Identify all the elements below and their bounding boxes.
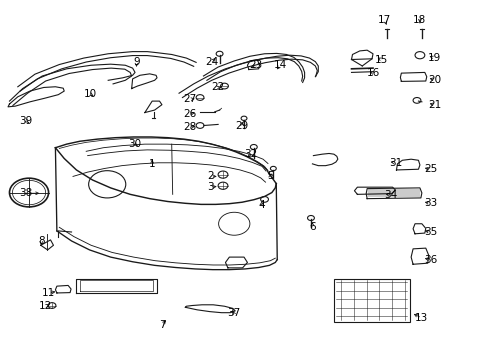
Text: 11: 11 <box>42 288 55 298</box>
Text: 33: 33 <box>424 198 437 208</box>
Text: 17: 17 <box>378 15 392 25</box>
Text: 20: 20 <box>428 75 441 85</box>
Text: 37: 37 <box>227 309 241 318</box>
Text: 36: 36 <box>424 255 437 265</box>
Text: 31: 31 <box>389 158 402 168</box>
Text: 2: 2 <box>207 171 214 181</box>
Text: 13: 13 <box>415 313 428 323</box>
Text: 16: 16 <box>367 68 380 78</box>
Text: 5: 5 <box>267 171 274 181</box>
Text: 38: 38 <box>20 188 33 198</box>
Text: 7: 7 <box>159 320 165 330</box>
Text: 23: 23 <box>249 60 263 70</box>
Text: 30: 30 <box>128 139 142 149</box>
Text: 8: 8 <box>38 236 45 246</box>
FancyBboxPatch shape <box>334 279 410 321</box>
Text: 6: 6 <box>309 222 316 231</box>
Text: 25: 25 <box>424 164 437 174</box>
Text: 21: 21 <box>428 100 441 110</box>
Text: 10: 10 <box>84 89 97 99</box>
Text: 35: 35 <box>424 227 437 237</box>
Text: 29: 29 <box>235 121 249 131</box>
Text: 24: 24 <box>205 57 219 67</box>
Text: 39: 39 <box>20 116 33 126</box>
Text: 15: 15 <box>375 55 389 65</box>
Text: 12: 12 <box>39 301 52 311</box>
Text: 19: 19 <box>428 53 441 63</box>
Text: 18: 18 <box>413 15 427 25</box>
Text: 1: 1 <box>149 159 155 169</box>
Text: 27: 27 <box>184 94 197 104</box>
Text: 22: 22 <box>211 82 224 93</box>
Text: 9: 9 <box>133 57 140 67</box>
Text: 14: 14 <box>273 60 287 70</box>
Text: 4: 4 <box>259 200 266 210</box>
Text: 3: 3 <box>207 182 214 192</box>
Text: 34: 34 <box>384 190 397 200</box>
Text: 26: 26 <box>184 109 197 119</box>
Text: 32: 32 <box>244 149 257 159</box>
Text: 28: 28 <box>184 122 197 132</box>
